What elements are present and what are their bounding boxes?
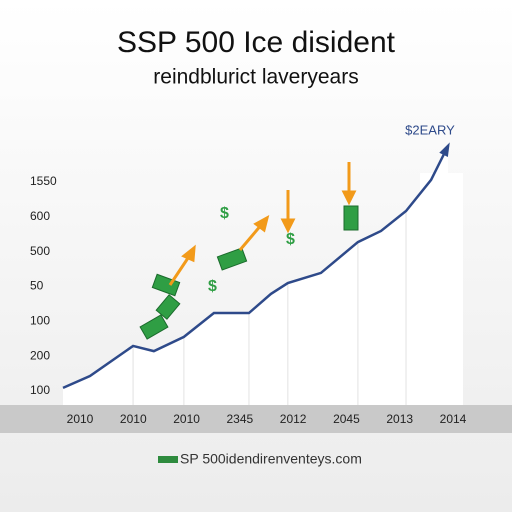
y-tick-label: 100 — [30, 383, 50, 397]
x-tick-label: 2014 — [440, 412, 467, 426]
y-tick-label: 500 — [30, 244, 50, 258]
svg-text:$: $ — [220, 205, 229, 222]
line — [62, 145, 450, 390]
footer: SP 500idendirenventeys.com — [180, 451, 362, 467]
arrow-head — [439, 142, 450, 157]
area — [63, 146, 448, 405]
y-tick-label: 1550 — [30, 174, 57, 188]
footer-icon — [158, 456, 178, 463]
chart-subtitle: reindblurict laveryears — [153, 66, 358, 89]
plot — [62, 142, 450, 405]
y-tick-label: 600 — [30, 209, 50, 223]
svg-text:$: $ — [286, 231, 295, 248]
x-tick-label: 2010 — [67, 412, 94, 426]
y-tick-label: 200 — [30, 348, 50, 362]
x-tick-label: 2010 — [173, 412, 200, 426]
x-tick-label: 2013 — [386, 412, 413, 426]
annotation: $2EARY — [405, 122, 455, 137]
decoration: $ $ $ — [139, 162, 359, 340]
chart-title: SSP 500 Ice disident — [117, 26, 396, 59]
y-tick-label: 100 — [30, 314, 50, 328]
axis-band — [0, 405, 512, 433]
x-tick-label: 2010 — [120, 412, 147, 426]
x-tick-label: 2012 — [280, 412, 307, 426]
x-tick-label: 2045 — [333, 412, 360, 426]
svg-text:$: $ — [208, 278, 217, 295]
x-tick-label: 2345 — [227, 412, 254, 426]
y-tick-label: 50 — [30, 279, 44, 293]
